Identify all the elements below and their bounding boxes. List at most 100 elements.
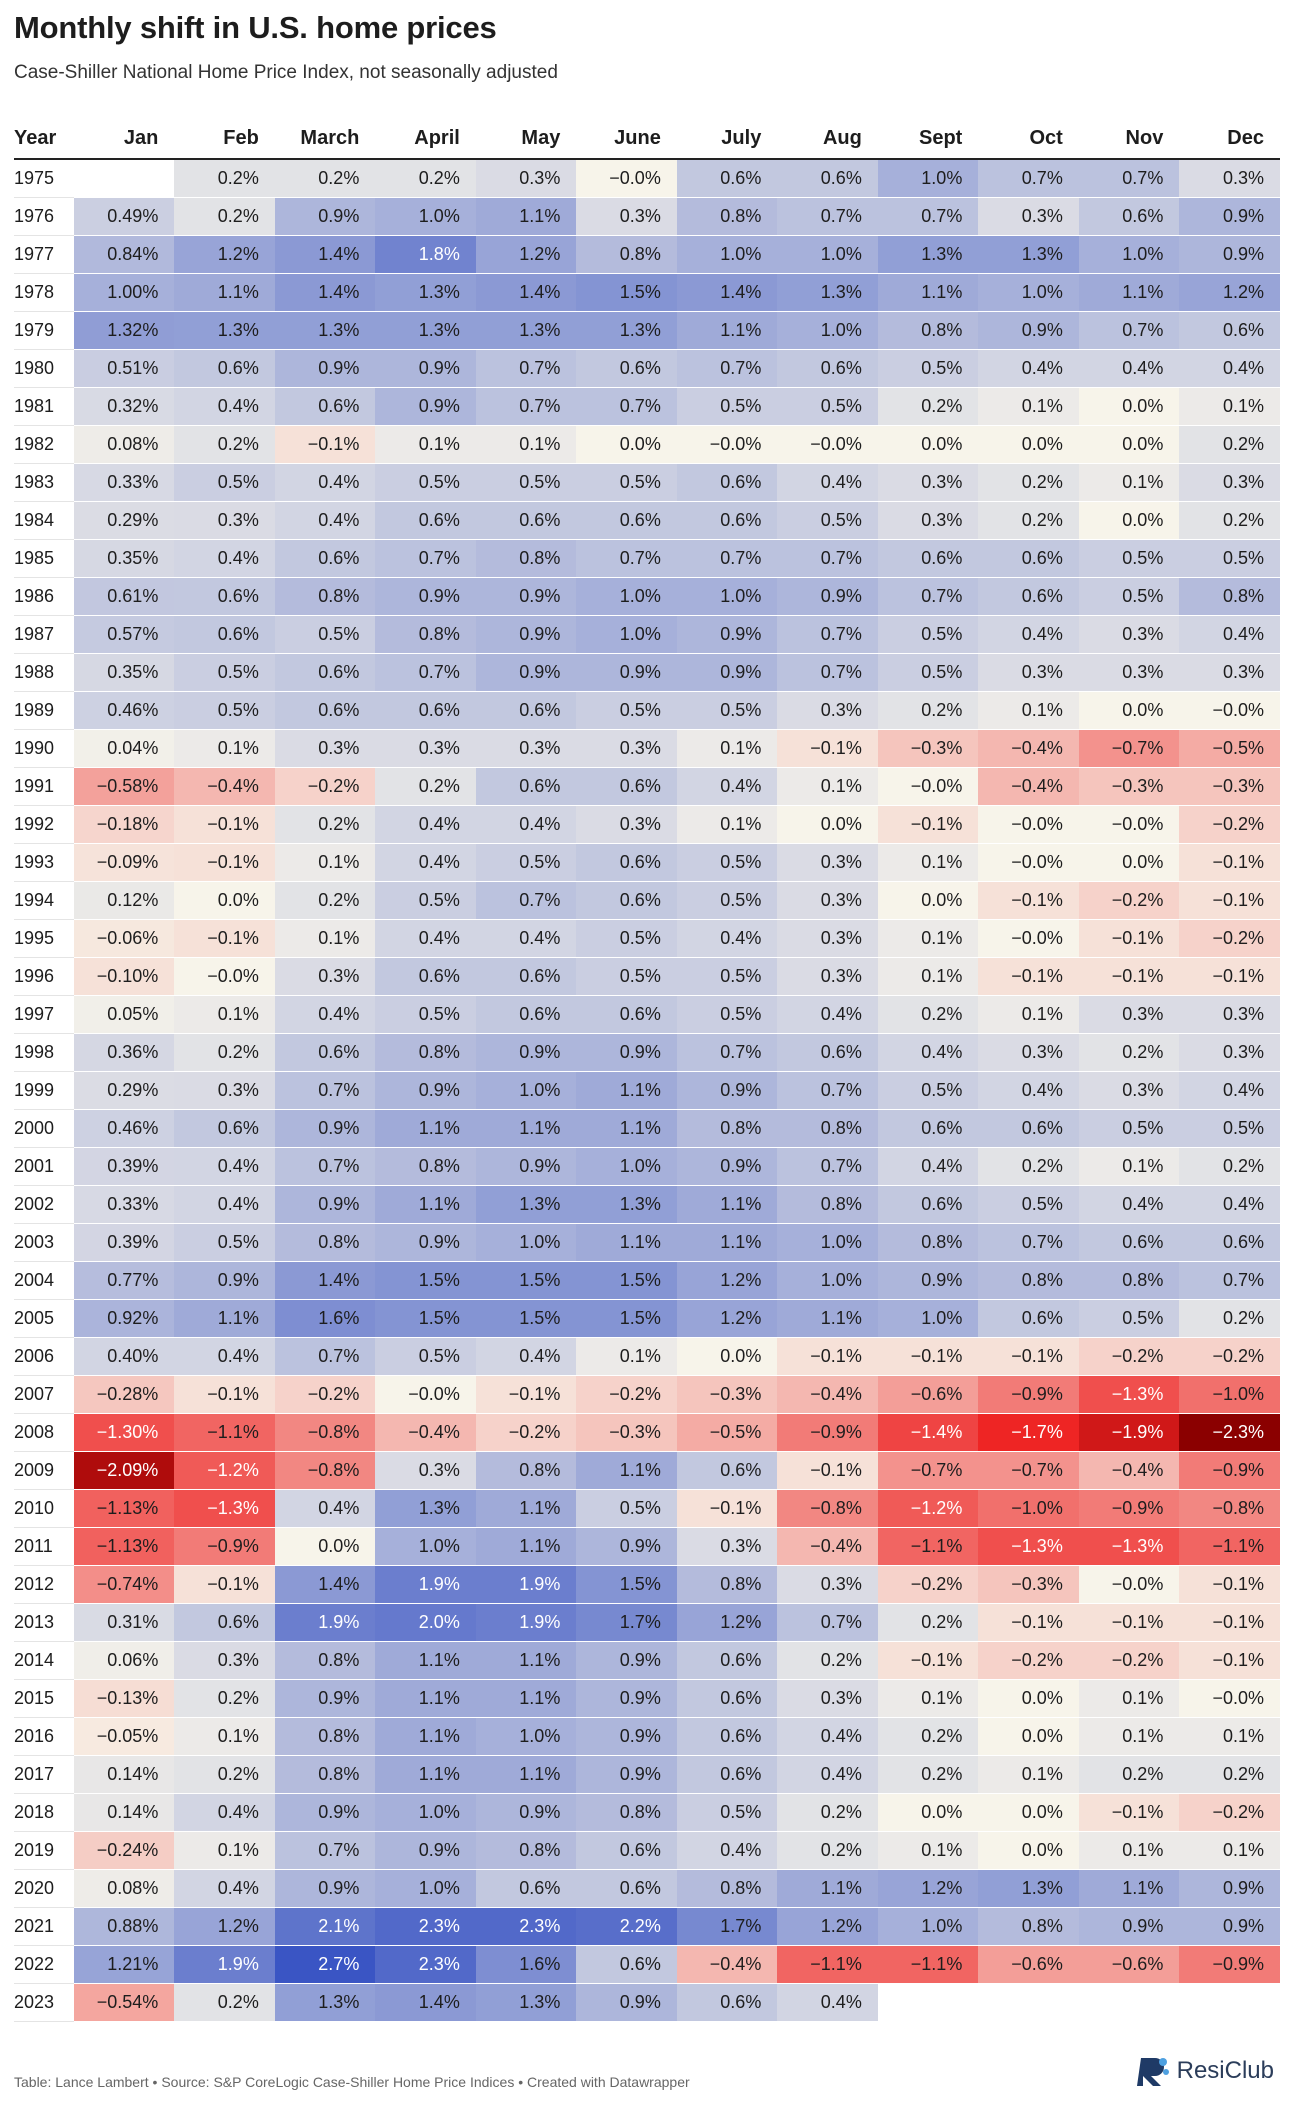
value-cell: 1.3% xyxy=(274,1984,376,2022)
value-cell: 0.6% xyxy=(174,616,275,654)
value-cell: 0.5% xyxy=(475,844,577,882)
value-cell: −0.8% xyxy=(777,1490,878,1528)
value-cell: 0.33% xyxy=(73,464,175,502)
value-cell: 0.6% xyxy=(375,502,476,540)
value-cell: 0.6% xyxy=(174,1110,275,1148)
value-cell: 0.6% xyxy=(475,502,577,540)
table-row: 2004 0.77% 0.9% 1.4% 1.5% 1.5% 1.5% 1.2% 1.0% 0.9… xyxy=(14,1262,1280,1300)
value-cell: 0.9% xyxy=(576,1984,677,2022)
value-cell: 2.0% xyxy=(375,1604,476,1642)
value-cell: −0.1% xyxy=(1179,958,1280,996)
value-cell: −0.54% xyxy=(73,1984,175,2022)
value-cell: 0.8% xyxy=(877,1224,979,1262)
column-header-june: June xyxy=(576,118,677,160)
value-cell: 0.7% xyxy=(877,198,979,236)
value-cell: 1.3% xyxy=(475,312,577,350)
value-cell: 0.6% xyxy=(676,1756,778,1794)
value-cell: 0.6% xyxy=(274,1034,376,1072)
value-cell: −0.06% xyxy=(73,920,175,958)
value-cell: −1.1% xyxy=(174,1414,275,1452)
value-cell: −0.9% xyxy=(174,1528,275,1566)
year-cell: 2009 xyxy=(14,1452,74,1490)
value-cell: 0.6% xyxy=(174,1604,275,1642)
value-cell: −0.1% xyxy=(1078,920,1180,958)
year-cell: 1981 xyxy=(14,388,74,426)
value-cell: 0.9% xyxy=(274,1186,376,1224)
value-cell: 0.7% xyxy=(375,540,476,578)
value-cell: 0.9% xyxy=(777,578,878,616)
value-cell: 0.4% xyxy=(1078,350,1180,388)
value-cell: 0.3% xyxy=(978,1034,1079,1072)
value-cell: 0.9% xyxy=(1179,198,1280,236)
value-cell: −1.13% xyxy=(73,1528,175,1566)
year-cell: 2003 xyxy=(14,1224,74,1262)
value-cell: 1.0% xyxy=(777,1262,878,1300)
value-cell: 0.9% xyxy=(1179,236,1280,274)
value-cell: 0.2% xyxy=(978,464,1079,502)
value-cell: 1.3% xyxy=(576,312,677,350)
column-header-oct: Oct xyxy=(978,118,1079,160)
table-row: 2011 −1.13% −0.9% 0.0% 1.0% 1.1% 0.9% 0.3% −0.4%… xyxy=(14,1528,1280,1566)
value-cell: 0.5% xyxy=(576,920,677,958)
value-cell: 0.9% xyxy=(475,578,577,616)
value-cell: 0.5% xyxy=(877,350,979,388)
value-cell: −0.8% xyxy=(274,1414,376,1452)
value-cell: −0.2% xyxy=(1179,806,1280,844)
value-cell: −0.0% xyxy=(1179,692,1280,730)
table-row: 1979 1.32% 1.3% 1.3% 1.3% 1.3% 1.3% 1.1% 1.0% 0.8… xyxy=(14,312,1280,350)
value-cell: 1.1% xyxy=(475,198,577,236)
table-row: 1996 −0.10% −0.0% 0.3% 0.6% 0.6% 0.5% 0.5% 0.3% 0… xyxy=(14,958,1280,996)
value-cell: 0.7% xyxy=(475,350,577,388)
value-cell: −0.2% xyxy=(475,1414,577,1452)
value-cell: 0.5% xyxy=(676,388,778,426)
value-cell: 0.4% xyxy=(676,1832,778,1870)
value-cell: −0.24% xyxy=(73,1832,175,1870)
column-header-sept: Sept xyxy=(877,118,979,160)
table-row: 1981 0.32% 0.4% 0.6% 0.9% 0.7% 0.7% 0.5% 0.5% 0.2… xyxy=(14,388,1280,426)
value-cell: 0.8% xyxy=(1078,1262,1180,1300)
value-cell: −1.2% xyxy=(174,1452,275,1490)
value-cell: 0.9% xyxy=(274,1794,376,1832)
value-cell: 0.6% xyxy=(978,1300,1079,1338)
value-cell: −1.1% xyxy=(877,1528,979,1566)
table-row: 1987 0.57% 0.6% 0.5% 0.8% 0.9% 1.0% 0.9% 0.7% 0.5… xyxy=(14,616,1280,654)
value-cell: 0.1% xyxy=(1179,388,1280,426)
year-cell: 1994 xyxy=(14,882,74,920)
value-cell: 0.3% xyxy=(777,1680,878,1718)
value-cell: 0.5% xyxy=(375,996,476,1034)
value-cell: 2.7% xyxy=(274,1946,376,1984)
value-cell: 0.9% xyxy=(576,1528,677,1566)
value-cell: −0.0% xyxy=(576,160,677,198)
value-cell: 0.7% xyxy=(475,388,577,426)
value-cell: 0.9% xyxy=(375,578,476,616)
value-cell: 0.1% xyxy=(174,1718,275,1756)
table-row: 1992 −0.18% −0.1% 0.2% 0.4% 0.4% 0.3% 0.1% 0.0% −… xyxy=(14,806,1280,844)
value-cell: 0.35% xyxy=(73,654,175,692)
year-cell: 2004 xyxy=(14,1262,74,1300)
value-cell: −0.2% xyxy=(576,1376,677,1414)
value-cell: 0.7% xyxy=(777,540,878,578)
year-cell: 1992 xyxy=(14,806,74,844)
column-header-july: July xyxy=(676,118,778,160)
value-cell: 0.0% xyxy=(576,426,677,464)
value-cell: −1.3% xyxy=(1078,1376,1180,1414)
value-cell: 0.6% xyxy=(777,1034,878,1072)
value-cell: 0.6% xyxy=(978,578,1079,616)
value-cell: 0.5% xyxy=(174,654,275,692)
value-cell: 1.3% xyxy=(375,1490,476,1528)
value-cell: 1.4% xyxy=(375,1984,476,2022)
value-cell: 1.4% xyxy=(475,274,577,312)
year-cell: 2000 xyxy=(14,1110,74,1148)
value-cell: 0.3% xyxy=(1179,1034,1280,1072)
year-cell: 1993 xyxy=(14,844,74,882)
value-cell: 0.7% xyxy=(676,1034,778,1072)
value-cell: 0.0% xyxy=(978,1718,1079,1756)
value-cell: 0.4% xyxy=(375,806,476,844)
value-cell: 0.1% xyxy=(274,920,376,958)
value-cell: −0.2% xyxy=(274,1376,376,1414)
resiclub-logo: ResiClub xyxy=(1136,2054,1274,2088)
value-cell: −1.0% xyxy=(978,1490,1079,1528)
value-cell: 0.2% xyxy=(375,160,476,198)
value-cell: 0.5% xyxy=(877,654,979,692)
year-cell: 2011 xyxy=(14,1528,74,1566)
